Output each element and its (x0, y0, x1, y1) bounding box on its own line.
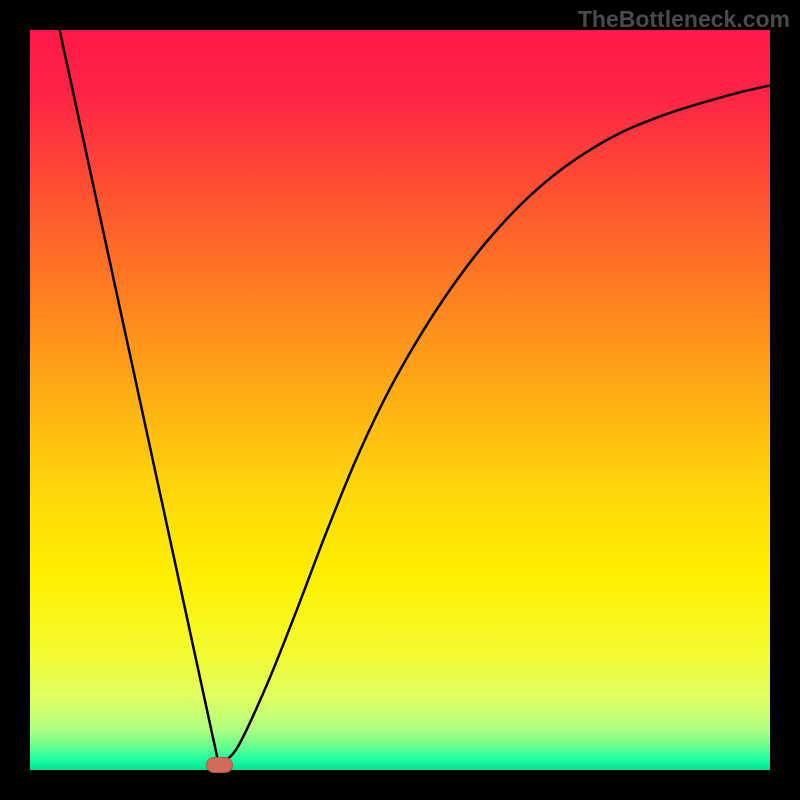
plot-area (30, 30, 770, 770)
attribution-label: TheBottleneck.com (578, 6, 790, 33)
bottleneck-curve (30, 30, 770, 770)
chart-container: TheBottleneck.com (0, 0, 800, 800)
minimum-marker (206, 757, 233, 773)
